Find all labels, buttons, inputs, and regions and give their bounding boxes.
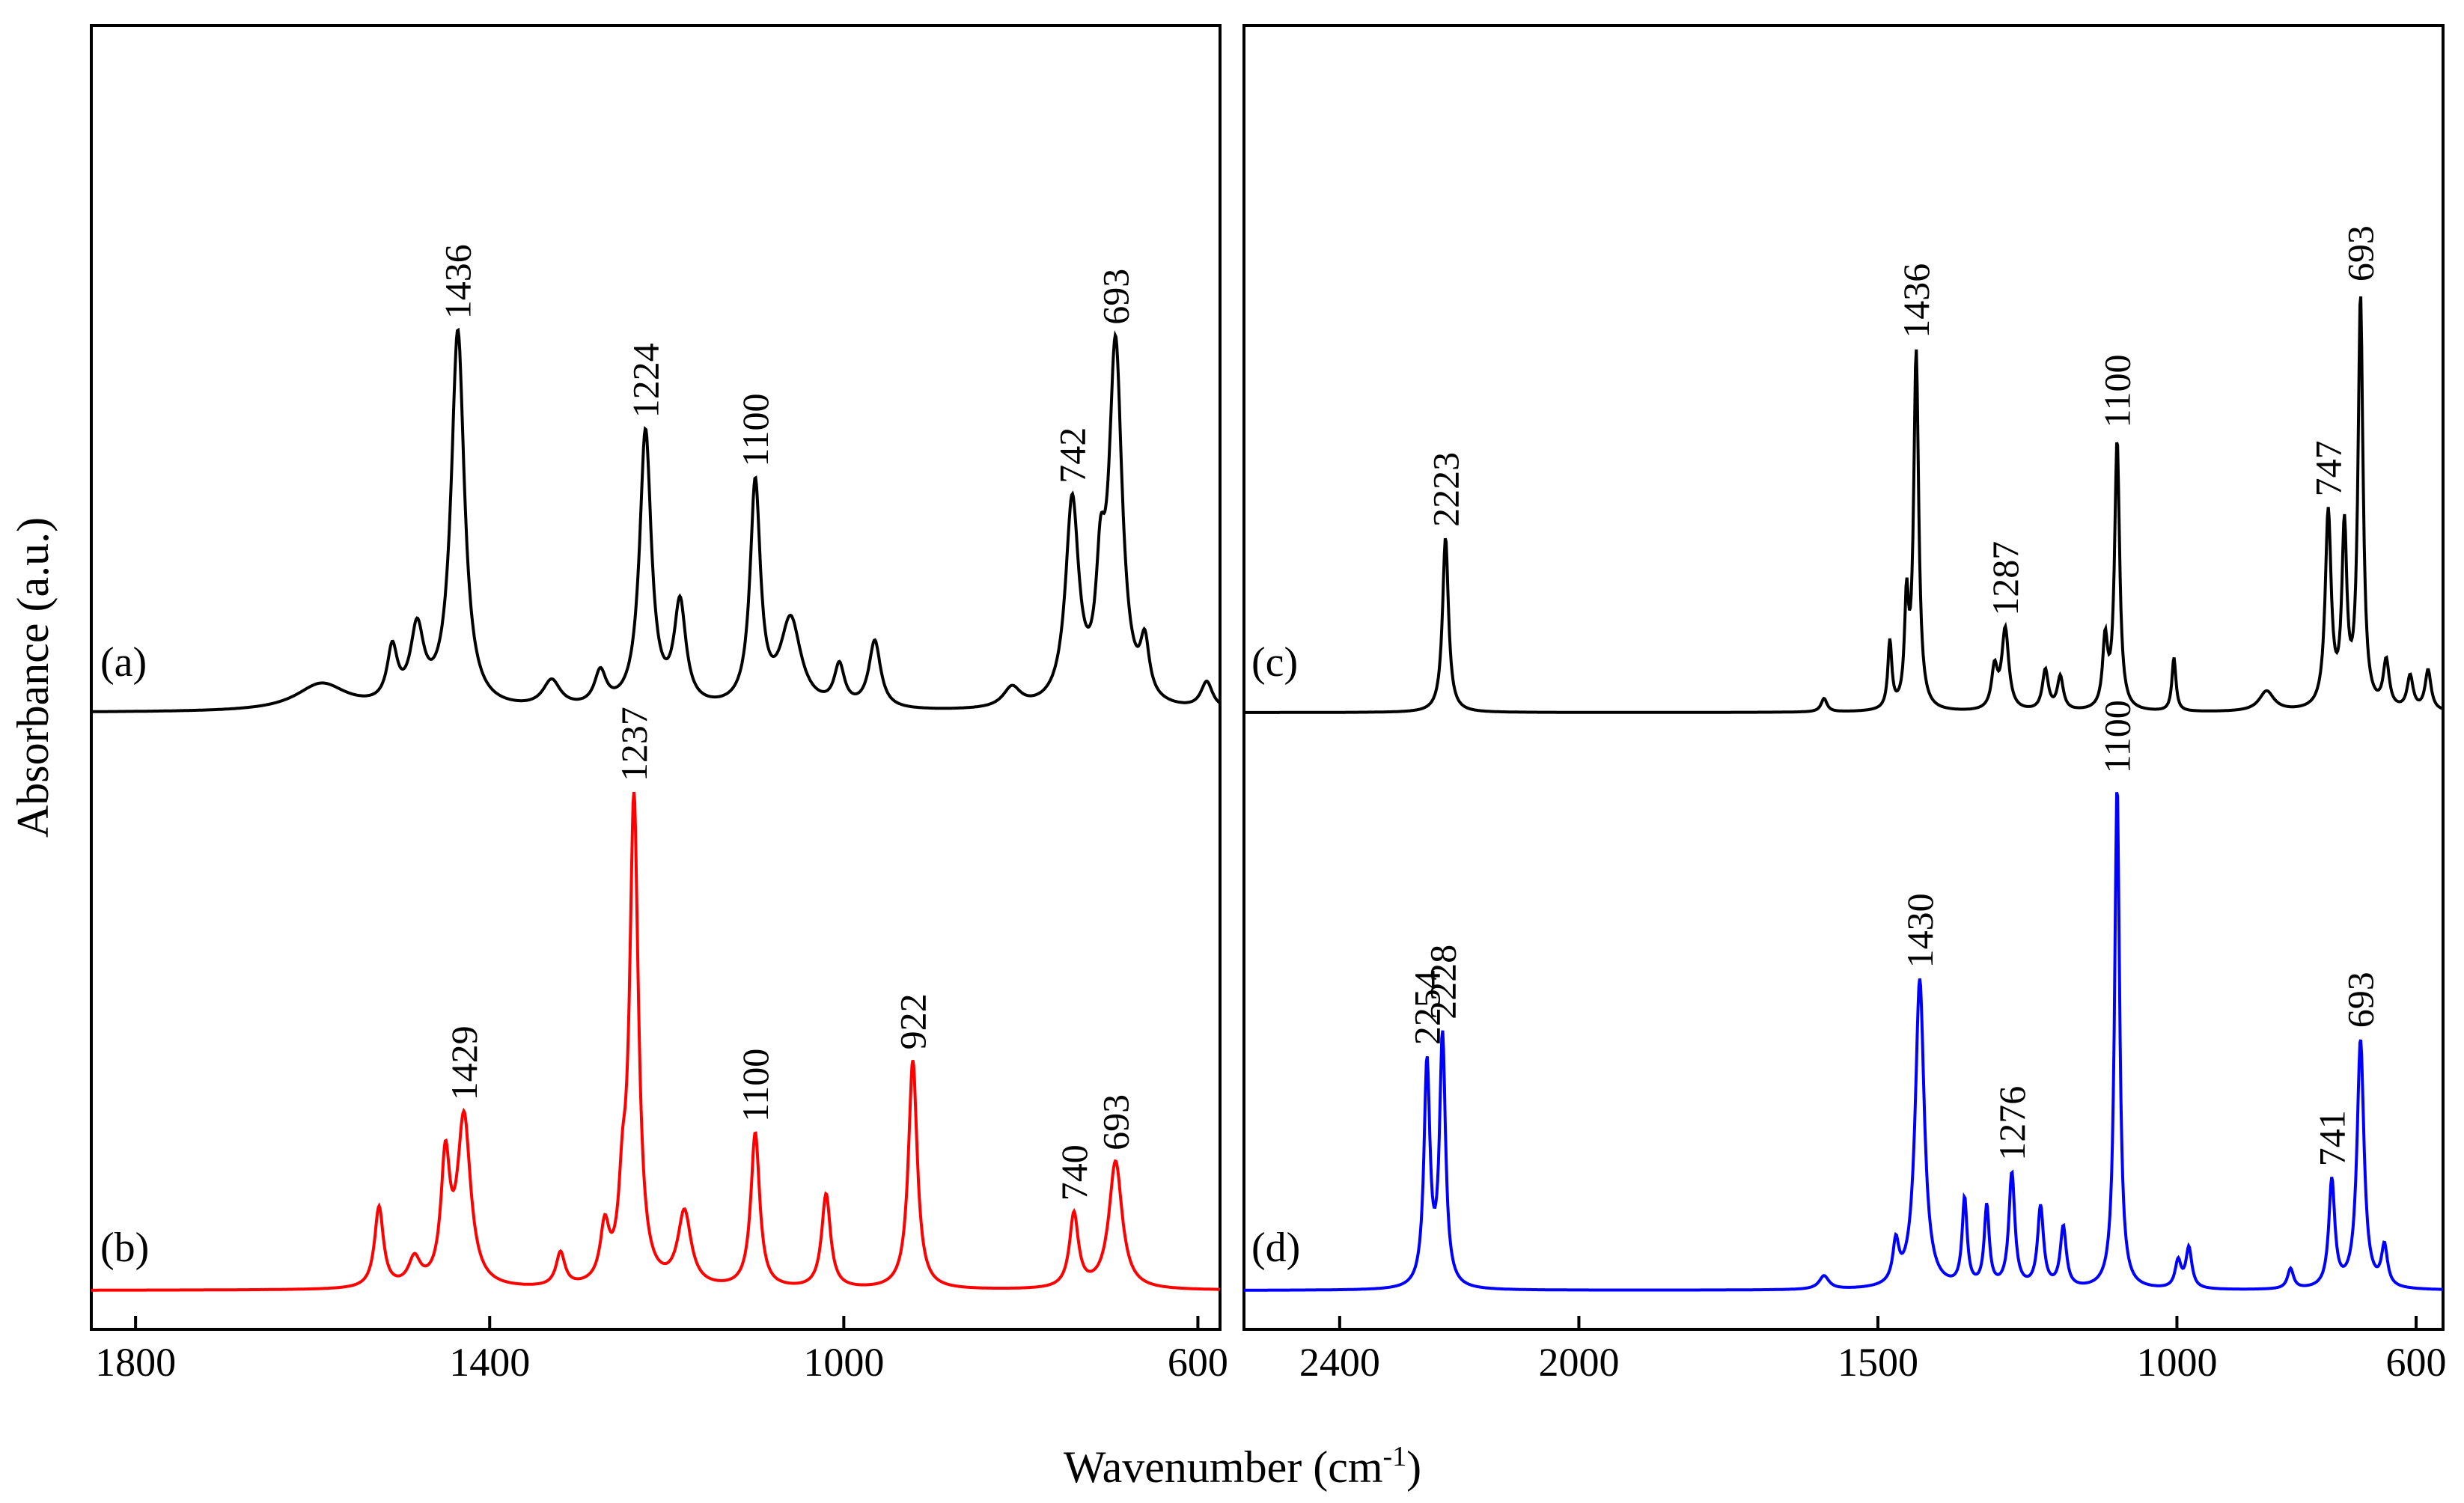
right-curves bbox=[1244, 296, 2444, 1292]
peak-label: 741 bbox=[2311, 1110, 2352, 1166]
spectrum-line-c bbox=[1244, 296, 2444, 714]
x-axis-title: Wavenumber (cm-1) bbox=[1064, 1441, 1421, 1492]
x-tick-label: 600 bbox=[2386, 1340, 2447, 1385]
peak-label: 1224 bbox=[624, 343, 666, 418]
peak-label: 1237 bbox=[613, 707, 655, 781]
peak-label: 1287 bbox=[1984, 541, 2026, 616]
peak-label: 693 bbox=[2340, 972, 2382, 1028]
peak-label: 1436 bbox=[437, 244, 479, 319]
x-axis-title-sup: -1 bbox=[1383, 1441, 1407, 1472]
right-panel-frame bbox=[1242, 24, 2445, 1331]
peak-label: 1430 bbox=[1899, 893, 1941, 968]
panel-tag-b: (b) bbox=[100, 1225, 149, 1271]
y-axis-title: Absorbance (a.u.) bbox=[8, 517, 58, 838]
peak-label: 1100 bbox=[734, 1049, 776, 1122]
x-tick-label: 1500 bbox=[1838, 1340, 1918, 1385]
peak-label: 922 bbox=[892, 993, 934, 1049]
peak-label: 1429 bbox=[443, 1025, 485, 1100]
spectrum-line-b bbox=[91, 791, 1220, 1292]
x-tick-label: 1800 bbox=[95, 1340, 176, 1385]
spectrum-line-a bbox=[91, 327, 1222, 713]
peak-label: 693 bbox=[1094, 269, 1136, 325]
panel-tag-c: (c) bbox=[1251, 639, 1298, 686]
right-x-ticks: 2400 2000 1500 1000 600 bbox=[1299, 1316, 2447, 1385]
left-x-ticks: 1800 1400 1000 600 bbox=[95, 1316, 1228, 1385]
peak-label: 2223 bbox=[1424, 452, 1466, 527]
peak-label: 1100 bbox=[734, 393, 776, 466]
peak-label: 747 bbox=[2308, 440, 2349, 496]
peak-label: 742 bbox=[1052, 427, 1094, 484]
peak-label: 2228 bbox=[1421, 945, 1463, 1019]
x-axis-title-close: ) bbox=[1406, 1442, 1421, 1492]
x-tick-label: 1000 bbox=[803, 1340, 884, 1385]
peak-label: 1436 bbox=[1895, 263, 1937, 338]
spectrum-line-d bbox=[1244, 791, 2443, 1292]
x-tick-label: 600 bbox=[1168, 1340, 1228, 1385]
peak-label: 1276 bbox=[1991, 1086, 2033, 1161]
x-axis-title-main: Wavenumber (cm bbox=[1064, 1442, 1383, 1492]
peak-label: 2254 bbox=[1406, 970, 1448, 1045]
x-tick-label: 1000 bbox=[2136, 1340, 2217, 1385]
left-curves bbox=[91, 327, 1222, 1292]
peak-label: 693 bbox=[1094, 1094, 1136, 1150]
peak-label: 693 bbox=[2340, 225, 2382, 281]
left-panel-frame bbox=[90, 24, 1222, 1331]
peak-label: 740 bbox=[1053, 1144, 1095, 1201]
x-tick-label: 2000 bbox=[1538, 1340, 1619, 1385]
panel-tag-a: (a) bbox=[100, 639, 147, 686]
peak-label: 1100 bbox=[2096, 700, 2138, 773]
peak-label: 1100 bbox=[2096, 354, 2138, 427]
panel-tag-d: (d) bbox=[1251, 1225, 1300, 1271]
x-tick-label: 2400 bbox=[1299, 1340, 1380, 1385]
x-tick-label: 1400 bbox=[449, 1340, 530, 1385]
